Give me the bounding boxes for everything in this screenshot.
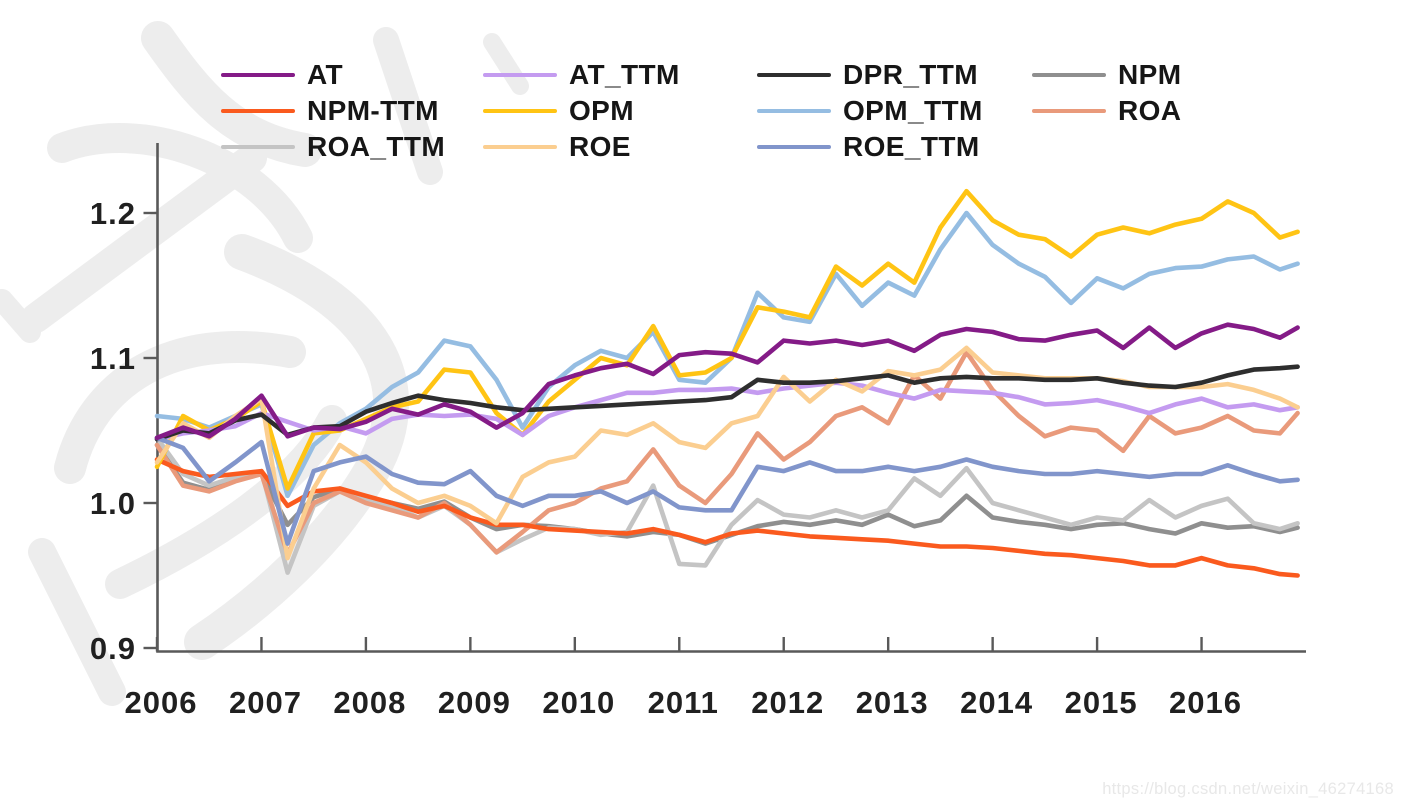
series-line-ROA: [154, 349, 1300, 557]
legend-item-at_ttm: AT_TTM: [483, 59, 680, 90]
series-line-DPR_TTM: [154, 364, 1300, 442]
x-tick-label: 2008: [333, 685, 406, 720]
x-tick-label: 2014: [960, 685, 1033, 720]
series-line-AT: [154, 322, 1300, 441]
x-tick-label: 2010: [542, 685, 615, 720]
legend-item-roe_ttm: ROE_TTM: [757, 131, 980, 162]
legend-label: AT: [307, 59, 344, 90]
legend-item-npm-ttm: NPM-TTM: [221, 95, 439, 126]
y-tick-label: 0.9: [90, 631, 136, 666]
x-tick-label: 2012: [751, 685, 824, 720]
legend-swatch-npm-ttm: [221, 108, 295, 114]
legend-swatch-at_ttm: [483, 72, 557, 78]
legend-swatch-opm: [483, 108, 557, 114]
legend-label: DPR_TTM: [843, 59, 979, 90]
legend-swatch-roa_ttm: [221, 144, 295, 150]
series-line-ROE_TTM: [154, 435, 1300, 546]
legend-swatch-roa: [1032, 108, 1106, 114]
series-line-ROE: [154, 345, 1300, 561]
x-tick-label: 2007: [229, 685, 302, 720]
legend-label: OPM_TTM: [843, 95, 983, 126]
legend-item-opm_ttm: OPM_TTM: [757, 95, 983, 126]
legend-swatch-roe_ttm: [757, 144, 831, 150]
legend-swatch-at: [221, 72, 295, 78]
legend-item-roa_ttm: ROA_TTM: [221, 131, 446, 162]
y-tick-label: 1.0: [90, 486, 136, 521]
x-tick-label: 2006: [125, 685, 198, 720]
series-line-NPM-TTM: [154, 457, 1300, 578]
legend-item-at: AT: [221, 59, 344, 90]
legend-swatch-opm_ttm: [757, 108, 831, 114]
legend-label: NPM: [1118, 59, 1182, 90]
legend-item-roe: ROE: [483, 131, 631, 162]
x-tick-label: 2009: [438, 685, 511, 720]
legend-label: NPM-TTM: [307, 95, 439, 126]
legend-label: AT_TTM: [569, 59, 680, 90]
legend-swatch-npm: [1032, 72, 1106, 78]
chart-legend: AT AT_TTM DPR_TTM NPM NPM-TTM OPM OPM_TTM ROA RO…: [0, 0, 1404, 190]
legend-label: ROE_TTM: [843, 131, 980, 162]
legend-swatch-roe: [483, 144, 557, 150]
url-watermark: https://blog.csdn.net/weixin_46274168: [1102, 780, 1394, 798]
y-tick-label: 1.1: [90, 341, 136, 376]
legend-item-roa: ROA: [1032, 95, 1182, 126]
legend-item-dpr_ttm: DPR_TTM: [757, 59, 979, 90]
x-tick-label: 2013: [856, 685, 929, 720]
legend-swatch-dpr_ttm: [757, 72, 831, 78]
legend-label: ROA: [1118, 95, 1182, 126]
x-tick-label: 2015: [1065, 685, 1138, 720]
y-tick-label: 1.2: [90, 196, 136, 231]
legend-item-npm: NPM: [1032, 59, 1182, 90]
legend-label: OPM: [569, 95, 634, 126]
legend-label: ROE: [569, 131, 631, 162]
x-tick-label: 2011: [648, 685, 719, 720]
series-line-ROA_TTM: [154, 435, 1300, 575]
x-tick-label: 2016: [1169, 685, 1242, 720]
legend-item-opm: OPM: [483, 95, 634, 126]
legend-label: ROA_TTM: [307, 131, 446, 162]
